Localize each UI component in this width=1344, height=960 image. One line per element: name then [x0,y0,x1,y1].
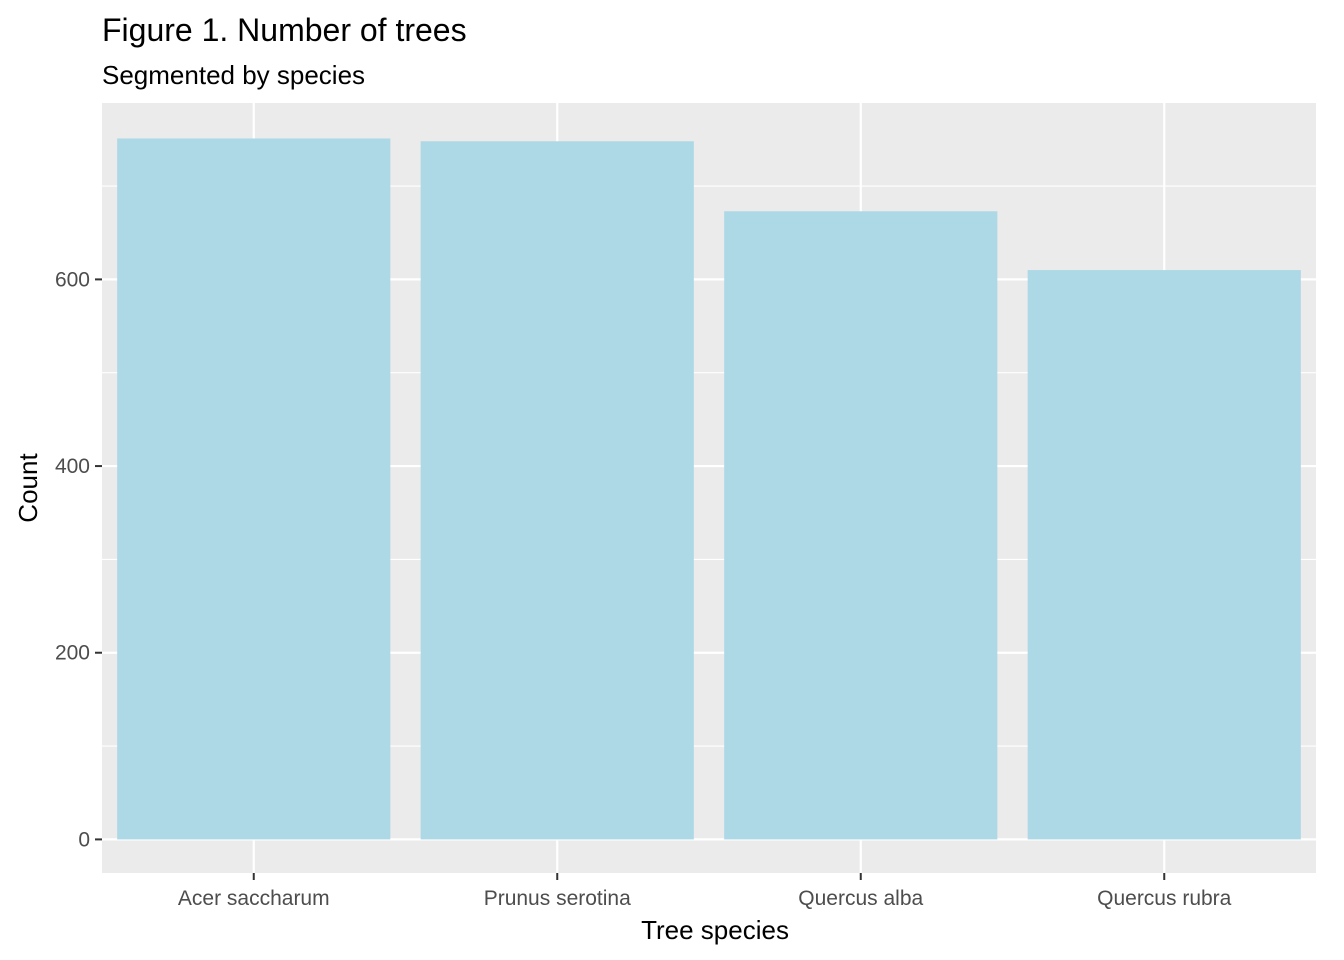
x-tick-label: Acer saccharum [178,887,330,910]
y-tick-label: 200 [55,642,90,665]
y-axis-title: Count [13,453,43,523]
bar [1027,270,1301,840]
x-tick-label: Prunus serotina [484,887,631,910]
bar [420,141,694,840]
y-tick-label: 400 [55,455,90,478]
y-axis: 0 200 400 600 [55,268,102,851]
chart-title: Figure 1. Number of trees [102,12,467,48]
x-axis: Acer saccharum Prunus serotina Quercus alb… [178,873,1232,910]
bars [117,138,1301,840]
bar [724,211,998,840]
x-tick-label: Quercus alba [798,887,923,910]
x-tick-label: Quercus rubra [1097,887,1232,910]
x-axis-title: Tree species [641,915,789,945]
y-tick-label: 0 [78,828,90,851]
y-tick-label: 600 [55,268,90,291]
chart-subtitle: Segmented by species [102,60,365,90]
bar [117,138,391,840]
